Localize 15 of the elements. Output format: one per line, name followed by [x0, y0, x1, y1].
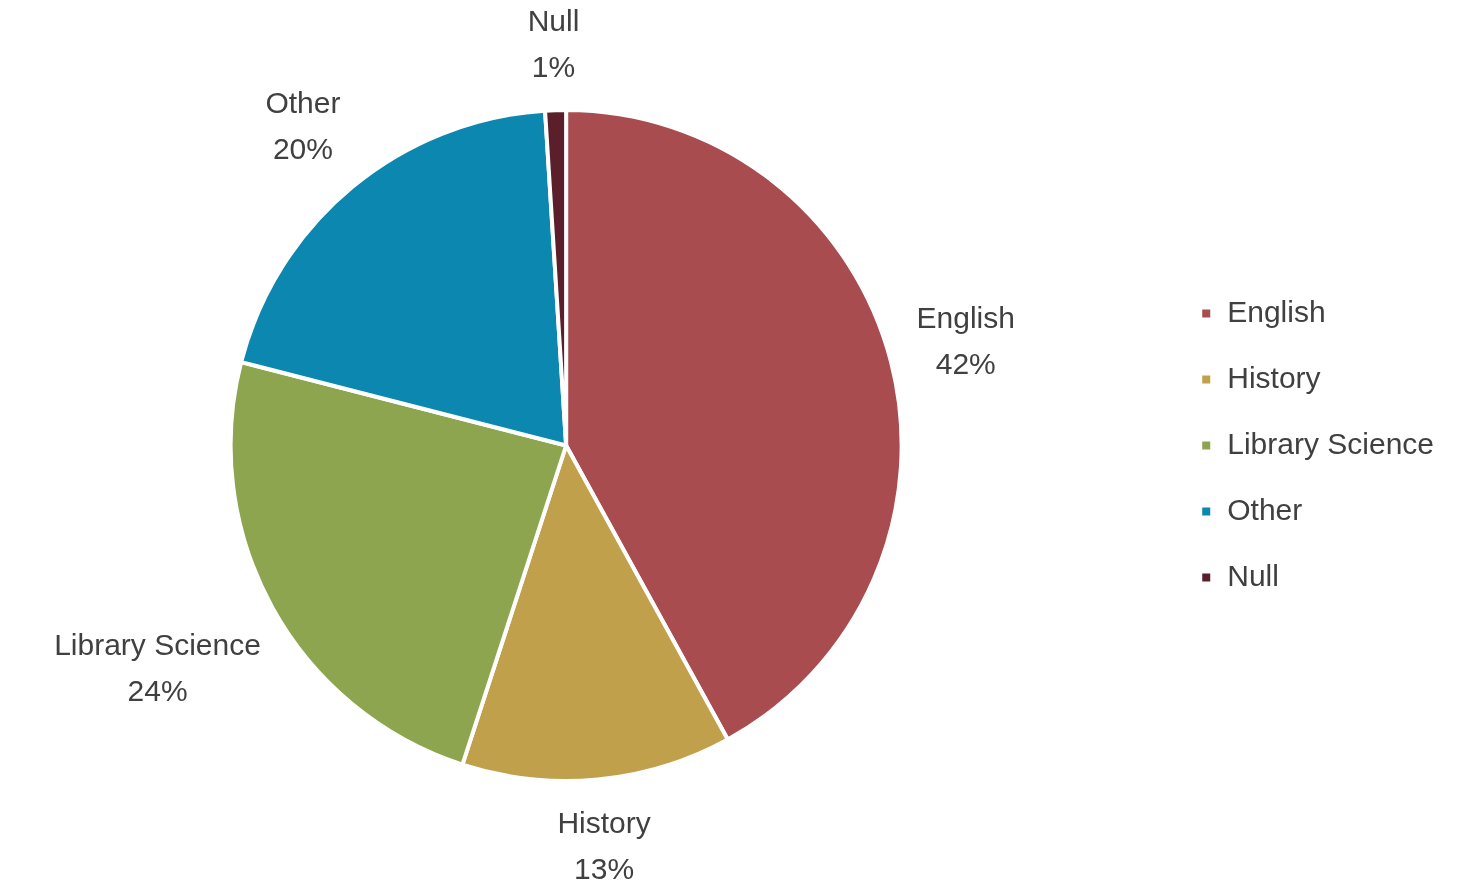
data-label: 42%: [935, 347, 996, 381]
data-label: 20%: [272, 131, 333, 165]
legend-label: Null: [1227, 558, 1279, 592]
slice-label: Library Science: [54, 628, 261, 662]
slice-label: Other: [265, 85, 341, 119]
legend-label: History: [1227, 360, 1321, 394]
data-label: 1%: [531, 49, 576, 83]
legend-label: Library Science: [1227, 426, 1434, 460]
legend-label: English: [1227, 294, 1326, 328]
data-label: 24%: [127, 674, 188, 708]
data-label: 13%: [574, 851, 635, 885]
slice-label: Null: [527, 3, 580, 37]
slice-label: History: [557, 805, 651, 839]
legend-label: Other: [1227, 492, 1303, 526]
slice-label: English: [916, 301, 1015, 335]
